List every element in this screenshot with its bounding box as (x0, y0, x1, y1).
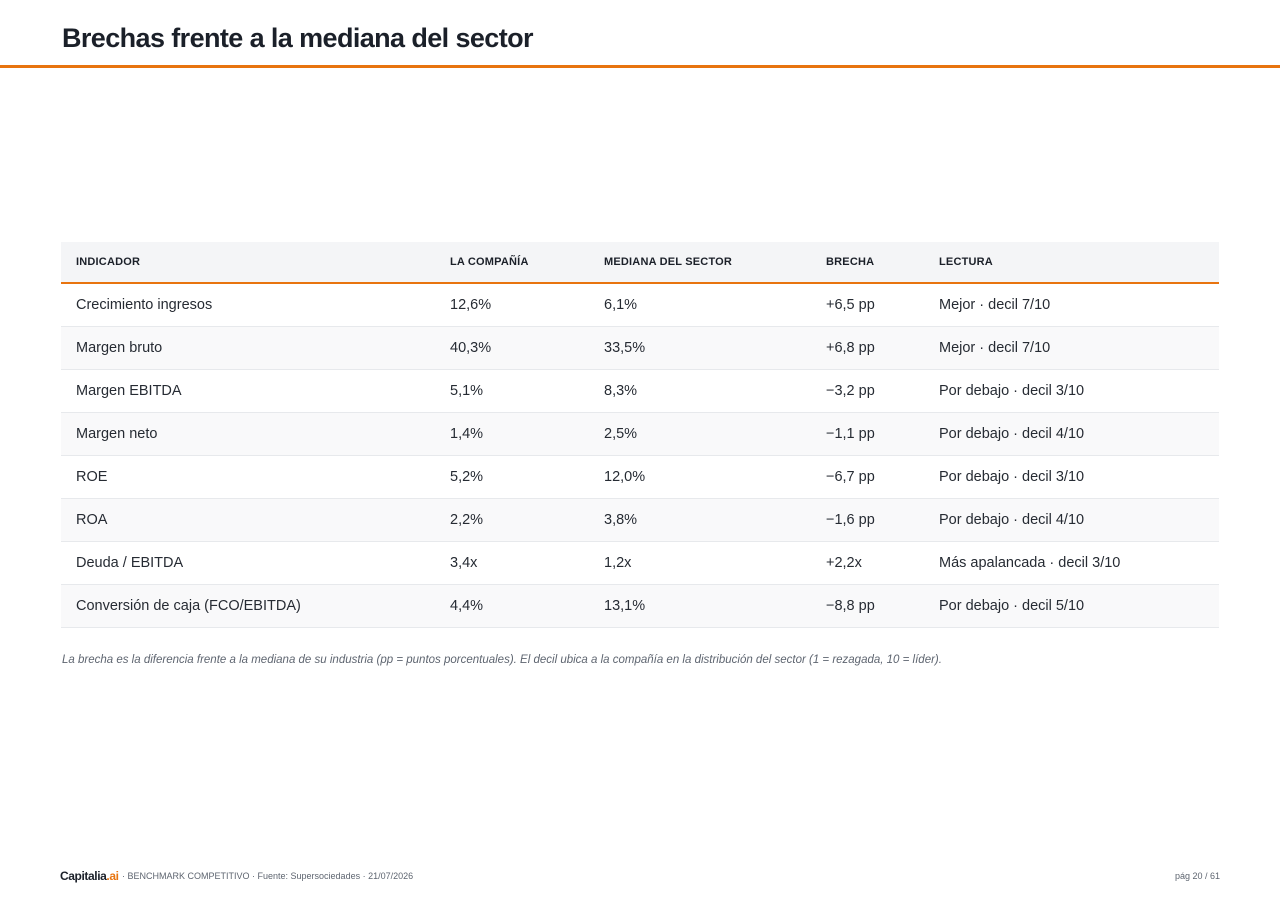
cell-reading: Mejor · decil 7/10 (924, 284, 1219, 327)
table-row: ROA 2,2% 3,8% −1,6 pp Por debajo · decil 4/1… (61, 498, 1219, 542)
cell-reading: Mejor · decil 7/10 (924, 326, 1219, 370)
benchmark-table: INDICADOR LA COMPAÑÍA MEDIANA DEL SECTOR… (61, 242, 1219, 628)
cell-gap: −6,7 pp (811, 455, 924, 499)
page-header: Brechas frente a la mediana del sector (0, 0, 1280, 68)
column-header-sector-median: MEDIANA DEL SECTOR (604, 256, 733, 268)
cell-indicator: Margen EBITDA (61, 369, 435, 413)
cell-company: 5,2% (435, 455, 589, 499)
benchmark-table-container: INDICADOR LA COMPAÑÍA MEDIANA DEL SECTOR… (61, 242, 1219, 628)
cell-gap: −1,1 pp (811, 412, 924, 456)
table-row: Conversión de caja (FCO/EBITDA) 4,4% 13,1%… (61, 584, 1219, 628)
cell-reading: Más apalancada · decil 3/10 (924, 541, 1219, 585)
header-accent-underline-cell (61, 282, 1219, 284)
column-header-indicator: INDICADOR (76, 256, 141, 268)
brand-name: Capitalia (60, 869, 107, 883)
cell-sector-median: 3,8% (589, 498, 811, 542)
cell-company: 2,2% (435, 498, 589, 542)
table-row: Margen EBITDA 5,1% 8,3% −3,2 pp Por debajo ·… (61, 369, 1219, 413)
table-row: Crecimiento ingresos 12,6% 6,1% +6,5 pp Mejo… (61, 284, 1219, 327)
cell-gap: +6,8 pp (811, 326, 924, 370)
cell-reading: Por debajo · decil 5/10 (924, 584, 1219, 628)
page-number: pág 20 / 61 (1174, 871, 1220, 881)
table-header: INDICADOR LA COMPAÑÍA MEDIANA DEL SECTOR… (61, 242, 1219, 282)
column-header-gap: BRECHA (826, 256, 875, 268)
cell-sector-median: 2,5% (589, 412, 811, 456)
footer-meta: · BENCHMARK COMPETITIVO · Fuente: Supers… (122, 871, 414, 881)
table-row: Margen bruto 40,3% 33,5% +6,8 pp Mejor · dec… (61, 326, 1219, 370)
cell-gap: +6,5 pp (811, 284, 924, 327)
brand-logo: Capitalia.ai (60, 869, 119, 883)
table-body: Crecimiento ingresos 12,6% 6,1% +6,5 pp Mejo… (61, 282, 1219, 628)
brand-domain: .ai (106, 869, 119, 883)
cell-company: 3,4x (435, 541, 589, 585)
cell-gap: −3,2 pp (811, 369, 924, 413)
page-footer: Capitalia.ai · BENCHMARK COMPETITIVO · F… (60, 868, 1220, 886)
cell-indicator: Margen bruto (61, 326, 435, 370)
cell-sector-median: 13,1% (589, 584, 811, 628)
column-header-reading: LECTURA (939, 256, 993, 268)
cell-indicator: Deuda / EBITDA (61, 541, 435, 585)
cell-indicator: ROE (61, 455, 435, 499)
table-header-row: INDICADOR LA COMPAÑÍA MEDIANA DEL SECTOR… (61, 242, 1219, 282)
cell-indicator: Margen neto (61, 412, 435, 456)
header-accent-underline (61, 282, 1219, 284)
page-title: Brechas frente a la mediana del sector (62, 23, 534, 53)
cell-reading: Por debajo · decil 3/10 (924, 369, 1219, 413)
cell-sector-median: 8,3% (589, 369, 811, 413)
table-row: ROE 5,2% 12,0% −6,7 pp Por debajo · decil 3/… (61, 455, 1219, 499)
table-row: Deuda / EBITDA 3,4x 1,2x +2,2x Más apalancad… (61, 541, 1219, 585)
cell-gap: −1,6 pp (811, 498, 924, 542)
cell-company: 40,3% (435, 326, 589, 370)
cell-reading: Por debajo · decil 3/10 (924, 455, 1219, 499)
cell-gap: +2,2x (811, 541, 924, 585)
cell-indicator: Conversión de caja (FCO/EBITDA) (61, 584, 435, 628)
cell-indicator: Crecimiento ingresos (61, 284, 435, 327)
cell-gap: −8,8 pp (811, 584, 924, 628)
cell-sector-median: 12,0% (589, 455, 811, 499)
cell-company: 12,6% (435, 284, 589, 327)
cell-reading: Por debajo · decil 4/10 (924, 412, 1219, 456)
cell-sector-median: 1,2x (589, 541, 811, 585)
table-row: Margen neto 1,4% 2,5% −1,1 pp Por debajo · d… (61, 412, 1219, 456)
cell-company: 5,1% (435, 369, 589, 413)
cell-company: 4,4% (435, 584, 589, 628)
cell-indicator: ROA (61, 498, 435, 542)
cell-sector-median: 33,5% (589, 326, 811, 370)
cell-company: 1,4% (435, 412, 589, 456)
cell-sector-median: 6,1% (589, 284, 811, 327)
column-header-company: LA COMPAÑÍA (450, 256, 529, 268)
cell-reading: Por debajo · decil 4/10 (924, 498, 1219, 542)
header-accent-rule (0, 65, 1280, 68)
table-footnote: La brecha es la diferencia frente a la m… (62, 654, 942, 666)
